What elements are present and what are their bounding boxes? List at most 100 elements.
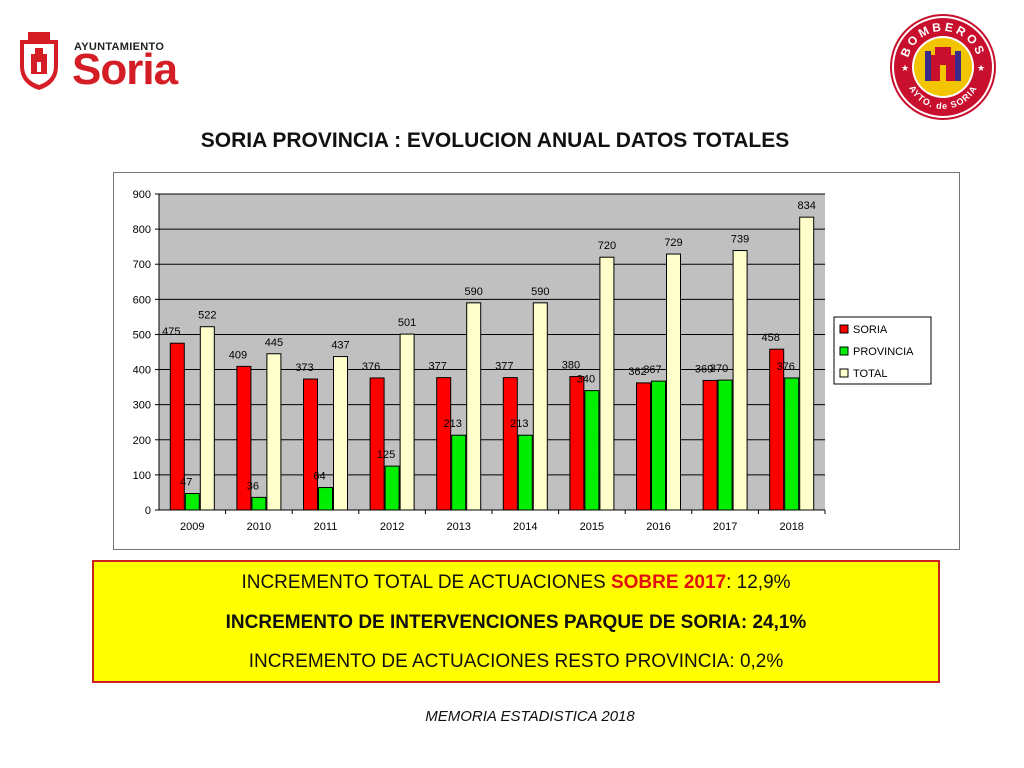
legend-label-provincia: PROVINCIA [853,346,914,358]
bar-soria-2015 [569,376,585,511]
bar-provincia-2012 [384,465,400,511]
data-label-soria: 380 [562,360,580,372]
data-label-soria: 376 [362,361,380,373]
data-label-provincia: 370 [710,363,728,375]
bar-soria-2017 [702,379,718,511]
x-tick-label: 2014 [513,521,537,533]
y-tick-label: 200 [133,435,151,447]
bar-soria-2014 [502,377,518,511]
bar-soria-2009 [169,342,185,511]
legend-box [833,316,932,385]
data-label-soria: 373 [295,362,313,374]
data-label-soria: 458 [762,332,780,344]
x-tick-label: 2013 [446,521,470,533]
logo-big-text: Soria [72,45,178,94]
bar-provincia-2014 [517,434,533,511]
y-tick-label: 500 [133,329,151,341]
bomberos-emblem: BOMBEROS AYTO. de SORIA ★ ★ [889,13,997,121]
y-tick-label: 0 [145,505,151,517]
bar-provincia-2013 [451,434,467,511]
bar-provincia-2011 [318,487,333,511]
legend-swatch-soria [839,324,849,334]
data-label-provincia: 47 [180,476,192,488]
y-tick-label: 700 [133,259,151,271]
data-label-provincia: 340 [577,374,595,386]
data-label-provincia: 367 [643,364,661,376]
bar-soria-2010 [236,365,252,511]
data-label-total: 590 [465,286,483,298]
x-tick-label: 2018 [779,521,803,533]
bar-total-2018 [799,216,815,511]
bar-provincia-2017 [717,379,733,511]
increment-summary-box: INCREMENTO TOTAL DE ACTUACIONES SOBRE 20… [92,560,940,683]
data-label-soria: 475 [162,326,180,338]
y-tick-label: 900 [133,189,151,201]
bar-total-2017 [732,250,748,511]
data-label-provincia: 36 [247,480,259,492]
legend-label-soria: SORIA [853,324,888,336]
data-label-total: 437 [331,340,349,352]
y-tick-label: 400 [133,365,151,377]
info-line-parque-soria: INCREMENTO DE INTERVENCIONES PARQUE DE S… [225,612,807,633]
footer-caption: MEMORIA ESTADISTICA 2018 [425,708,635,725]
data-label-provincia: 213 [510,418,528,430]
soria-coat-of-arms-icon [20,32,58,90]
data-label-total: 445 [265,337,283,349]
bar-total-2011 [333,356,348,511]
bar-total-2016 [666,253,681,511]
info-line-total-highlight: SOBRE 2017 [610,572,727,593]
bar-soria-2018 [769,348,785,511]
y-tick-label: 600 [133,294,151,306]
x-tick-label: 2016 [646,521,670,533]
svg-text:★: ★ [977,64,985,74]
data-label-total: 729 [664,237,682,249]
x-tick-label: 2015 [580,521,604,533]
bar-provincia-2016 [651,380,666,511]
y-tick-label: 300 [133,400,151,412]
data-label-provincia: 376 [777,361,795,373]
y-tick-label: 100 [133,470,151,482]
data-label-total: 834 [798,200,816,212]
bar-total-2014 [532,302,548,511]
data-label-soria: 377 [429,361,447,373]
bar-total-2012 [399,333,415,511]
data-label-total: 739 [731,234,749,246]
data-label-total: 590 [531,286,549,298]
x-tick-label: 2010 [247,521,271,533]
svg-text:★: ★ [901,64,909,74]
legend-swatch-provincia [839,346,849,356]
bar-total-2009 [199,326,215,511]
data-label-soria: 362 [628,366,646,378]
data-label-provincia: 125 [377,449,395,461]
bomberos-badge-icon: BOMBEROS AYTO. de SORIA ★ ★ [890,14,996,120]
data-label-soria: 409 [229,349,247,361]
bar-total-2010 [266,353,282,511]
x-tick-label: 2009 [180,521,204,533]
x-tick-label: 2017 [713,521,737,533]
data-label-total: 522 [198,310,216,322]
bar-provincia-2015 [584,390,600,511]
ayuntamiento-soria-logo: AYUNTAMIENTO Soria [14,30,204,94]
data-label-provincia: 64 [313,471,325,483]
info-line-total: INCREMENTO TOTAL DE ACTUACIONES SOBRE 20… [94,572,938,594]
data-label-total: 501 [398,317,416,329]
logo-small-text: AYUNTAMIENTO [74,41,165,53]
bar-provincia-2018 [784,377,800,511]
info-line-total-suffix: : 12,9% [726,572,791,593]
data-label-total: 720 [598,240,616,252]
legend-label-total: TOTAL [853,368,887,380]
data-label-soria: 377 [495,361,513,373]
bar-soria-2012 [369,377,385,511]
bar-chart-svg: 0 100 200 300 400 500 600 700 800 900 2009 475 47 522… [133,189,932,533]
info-line-total-prefix: INCREMENTO TOTAL DE ACTUACIONES [241,572,611,593]
bar-chart: 0 100 200 300 400 500 600 700 800 900 2009 475 47 522… [113,172,960,550]
info-line-resto-provincia: INCREMENTO DE ACTUACIONES RESTO PROVINCI… [248,651,784,672]
bar-total-2015 [599,256,615,511]
bar-total-2013 [466,302,482,511]
bar-soria-2011 [303,378,318,511]
data-label-soria: 369 [695,363,713,375]
bar-provincia-2009 [184,492,200,511]
data-label-provincia: 213 [444,418,462,430]
y-tick-label: 800 [133,224,151,236]
bar-soria-2016 [636,382,651,511]
